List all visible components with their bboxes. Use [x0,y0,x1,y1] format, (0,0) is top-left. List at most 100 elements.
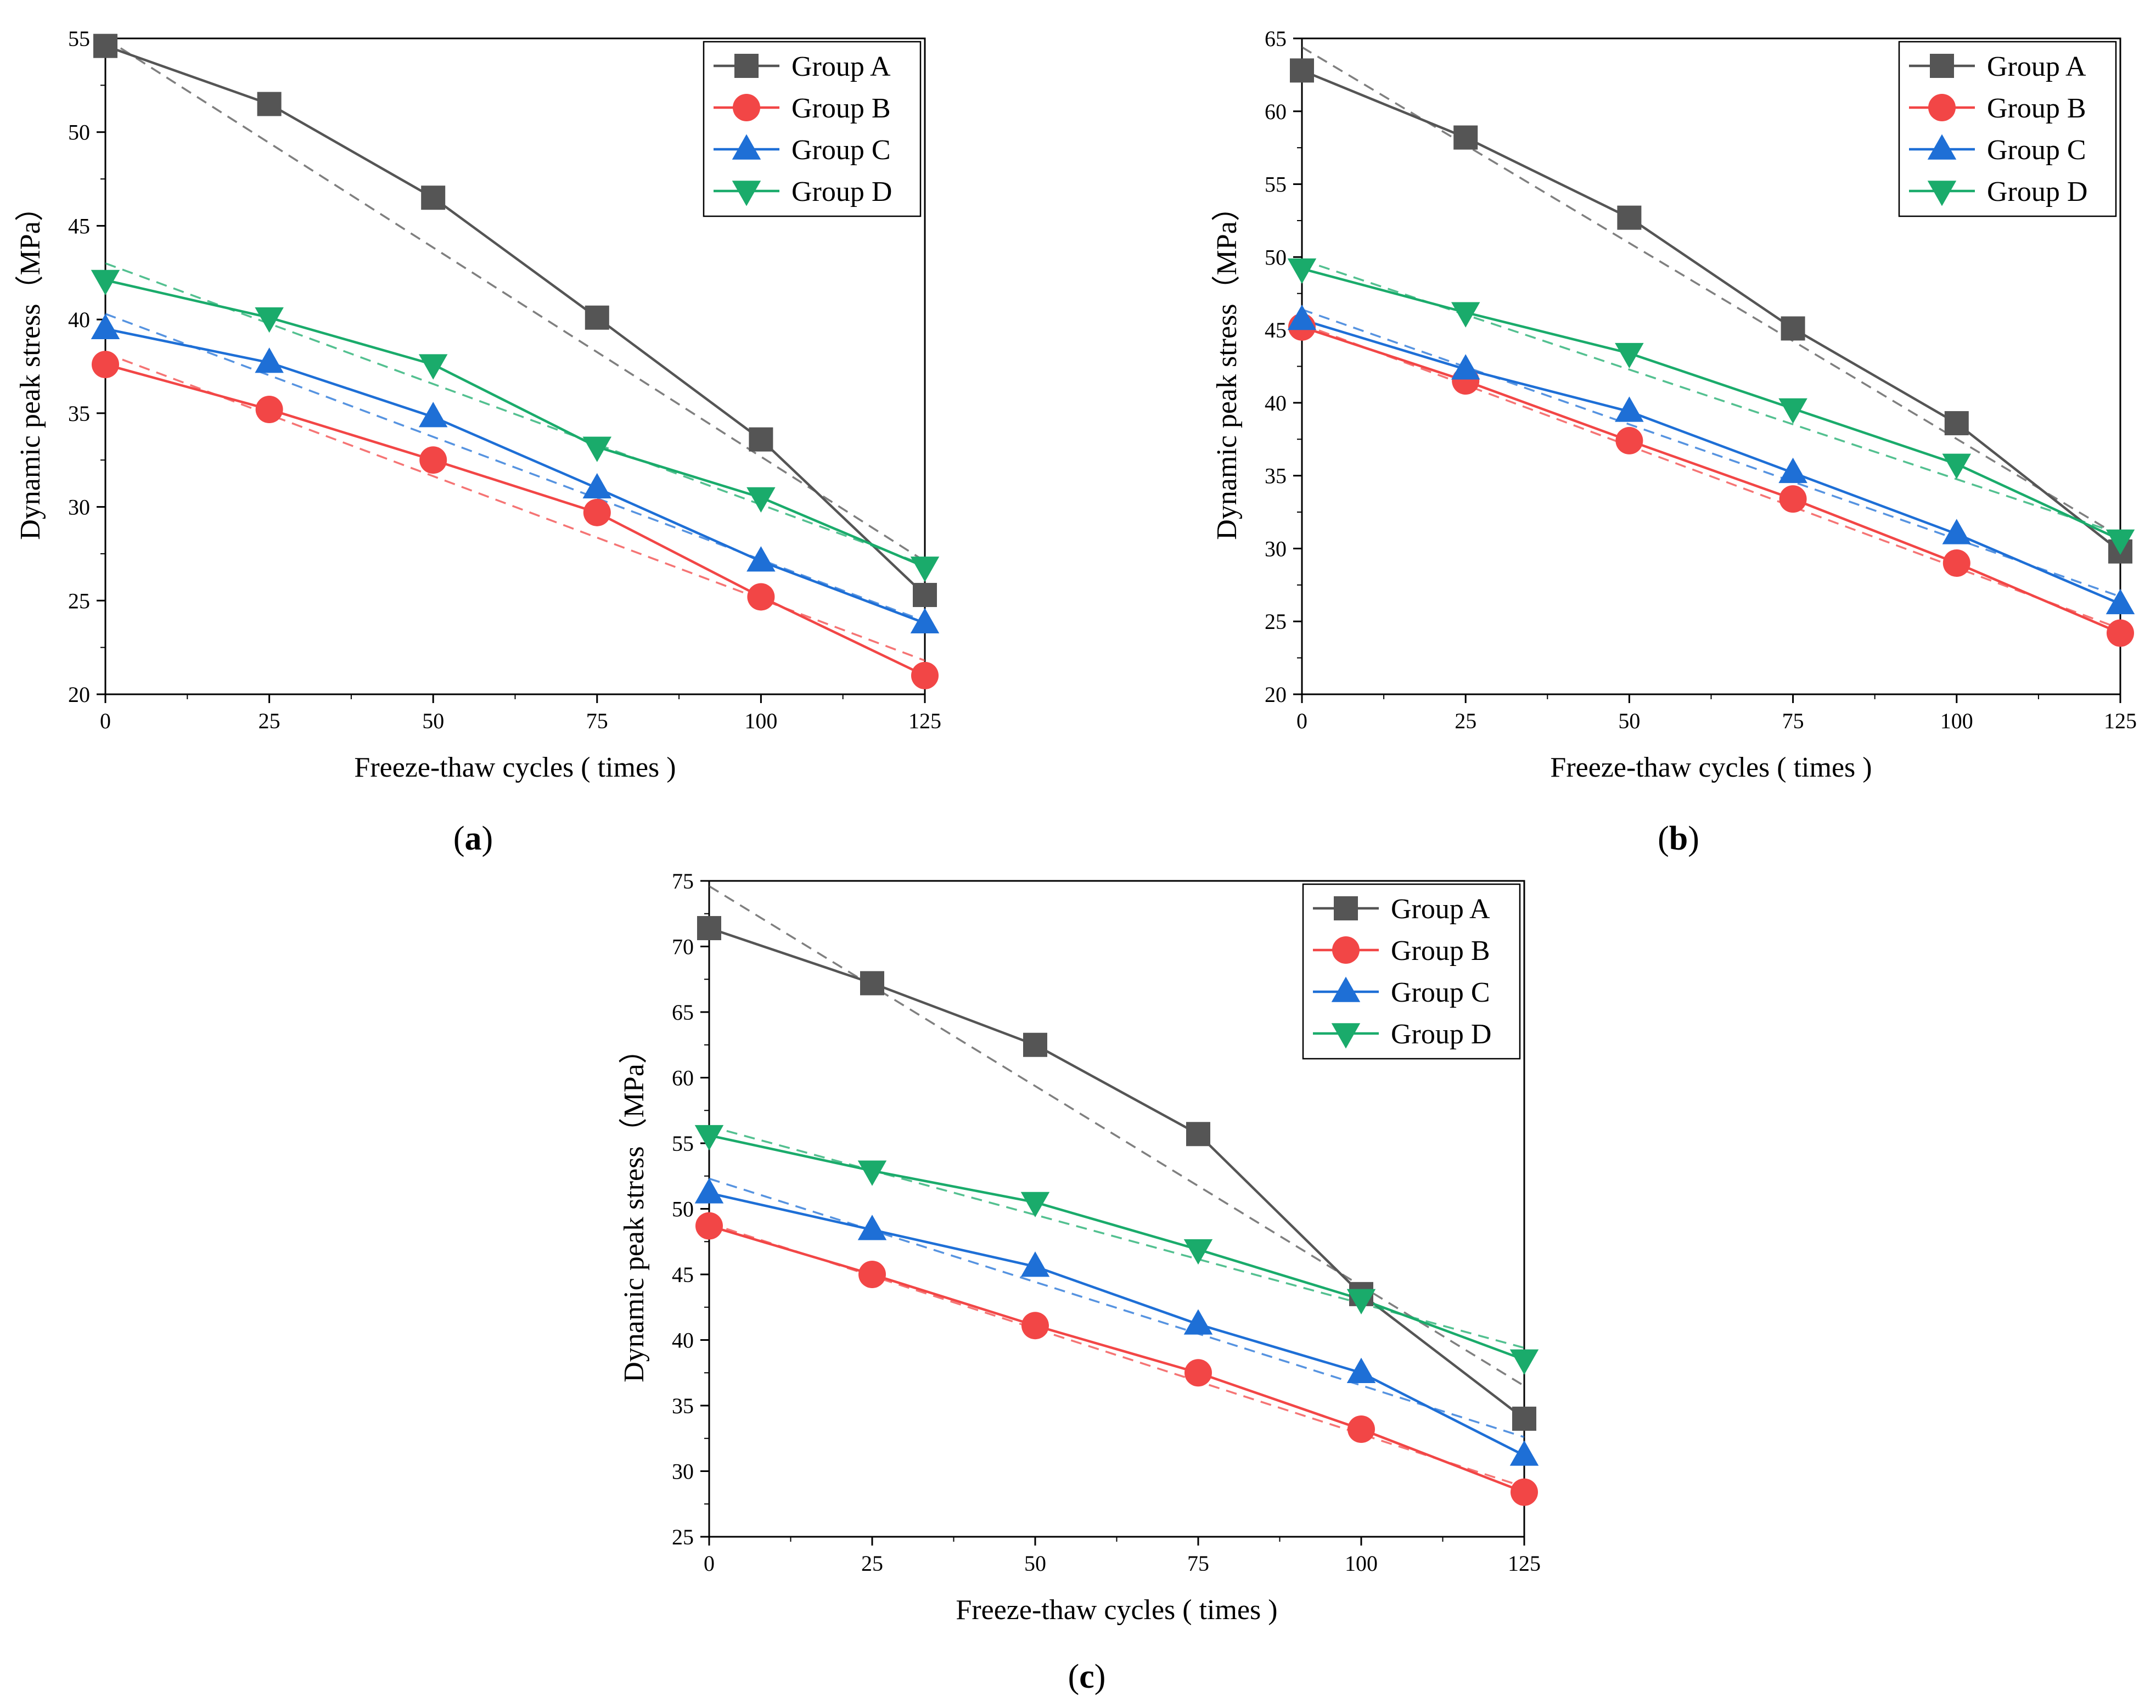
y-tick-label: 35 [1265,464,1287,488]
x-axis-title: Freeze-thaw cycles ( times ) [354,752,676,783]
data-point-group-d [1287,258,1317,284]
y-tick-label: 50 [672,1197,694,1222]
data-point-group-c [1778,457,1807,484]
data-point-group-d [1346,1289,1376,1314]
x-tick-label: 25 [861,1551,883,1576]
data-point-group-c [418,402,448,428]
data-point-group-c [746,546,776,572]
data-point-group-d [910,557,940,582]
data-point-group-b [1184,1359,1212,1387]
series-line-group-b [1302,325,2120,634]
data-point-group-b [1942,549,1970,577]
y-tick-label: 40 [1265,391,1287,415]
trend-line-group-b [1302,323,2120,630]
y-tick-label: 65 [1265,26,1287,51]
y-tick-label: 55 [1265,172,1287,197]
data-point-group-a [1453,125,1478,150]
data-point-group-a [697,916,721,941]
data-point-group-d [857,1160,887,1186]
legend-marker-group-a [1930,54,1954,78]
data-point-group-a [421,186,446,210]
data-point-group-c [910,608,940,634]
x-tick-label: 75 [1187,1551,1209,1576]
data-point-group-c [1346,1357,1376,1383]
data-point-group-d [418,354,448,380]
data-point-group-a [1944,411,1969,436]
legend-label-group-b: Group B [791,93,891,124]
series-line-group-b [709,1224,1524,1493]
legend-marker-group-c [1927,134,1957,160]
data-point-group-a [1186,1122,1210,1147]
chart-panel-a: 0 25 50 75 100 125 20 25 30 35 40 45 50 55 Freeze-thaw… [15,26,941,857]
y-axis-title: Dynamic peak stress（MPa） [15,193,46,540]
y-tick-label: 75 [672,869,694,894]
data-point-group-d [582,436,612,462]
series-line-group-a [105,44,925,596]
legend-label-group-c: Group C [1391,977,1490,1008]
x-tick-label: 75 [1782,709,1804,733]
data-point-group-d [255,307,284,333]
trend-line-group-c [709,1177,1524,1439]
x-tick-label: 100 [744,709,777,733]
data-point-group-b [858,1261,886,1288]
data-point-group-b [747,583,775,611]
y-tick-label: 40 [68,307,90,332]
data-point-group-b [1615,426,1643,454]
x-tick-label: 25 [1455,709,1476,733]
legend: Group A Group B Group C Group D [1302,883,1521,1060]
series-line-group-d [1302,267,2120,541]
data-point-group-d [1942,453,1972,479]
trend-line-group-d [709,1125,1524,1349]
x-tick-label: 100 [1345,1551,1378,1576]
data-point-group-a [93,33,117,58]
data-point-group-d [746,487,776,513]
legend-label-group-c: Group C [791,134,891,166]
data-point-group-d [1615,342,1644,369]
series-line-group-a [1302,69,2120,553]
x-tick-label: 25 [259,709,280,733]
legend-marker-group-b [1928,94,1956,121]
y-axis-title: Dynamic peak stress（MPa） [619,1035,650,1383]
y-axis-title: Dynamic peak stress（MPa） [1211,193,1243,540]
x-tick-label: 125 [908,709,941,733]
data-point-group-a [1290,58,1314,83]
y-tick-label: 55 [68,26,90,51]
data-point-group-a [1023,1032,1047,1057]
legend: Group A Group B Group C Group D [703,41,922,217]
data-point-group-b [1021,1312,1049,1340]
legend: Group A Group B Group C Group D [1898,41,2117,217]
data-point-group-d [1451,302,1480,328]
legend-marker-group-c [1331,976,1361,1002]
series-layer [105,38,925,677]
legend-label-group-d: Group D [1391,1019,1491,1050]
data-point-group-b [2107,619,2134,647]
legend-label-group-a: Group A [791,51,891,82]
data-point-group-c [694,1178,724,1204]
panel-label-a: (a) [453,820,493,857]
y-tick-label: 65 [672,1000,694,1025]
y-tick-label: 45 [672,1262,694,1287]
data-point-group-d [1778,398,1807,424]
x-tick-label: 0 [1296,709,1307,733]
data-point-group-b [695,1212,723,1240]
y-tick-label: 20 [1265,682,1287,707]
legend-marker-group-b [733,94,760,121]
y-tick-label: 70 [672,935,694,959]
chart-panel-b: 0 25 50 75 100 125 20 25 30 35 40 45 50 55 60 65 Freeze-… [1211,26,2137,857]
y-tick-label: 25 [1265,609,1287,634]
series-line-group-a [709,926,1524,1420]
legend-label-group-a: Group A [1391,894,1490,925]
data-point-group-a [860,971,884,996]
legend-label-group-c: Group C [1987,134,2086,166]
data-point-group-b [1779,485,1807,513]
data-point-group-d [91,269,120,295]
x-axis-title: Freeze-thaw cycles ( times ) [956,1594,1277,1626]
panel-label-c: (c) [1068,1658,1106,1695]
data-point-group-c [2106,588,2135,615]
data-point-group-b [1348,1415,1375,1443]
data-point-group-b [255,396,283,424]
y-tick-label: 60 [1265,99,1287,124]
y-tick-label: 45 [1265,318,1287,342]
y-tick-label: 30 [68,495,90,520]
x-tick-label: 100 [1940,709,1973,733]
